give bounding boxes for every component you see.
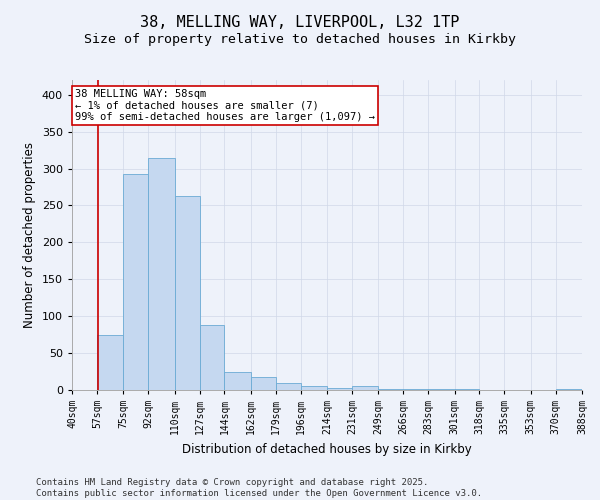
Bar xyxy=(175,196,199,390)
Bar xyxy=(251,376,276,390)
Bar xyxy=(301,386,327,390)
Text: 38, MELLING WAY, LIVERPOOL, L32 1TP: 38, MELLING WAY, LIVERPOOL, L32 1TP xyxy=(140,15,460,30)
X-axis label: Distribution of detached houses by size in Kirkby: Distribution of detached houses by size … xyxy=(182,442,472,456)
Bar xyxy=(327,388,352,390)
Text: Contains HM Land Registry data © Crown copyright and database right 2025.
Contai: Contains HM Land Registry data © Crown c… xyxy=(36,478,482,498)
Bar xyxy=(352,386,378,390)
Bar xyxy=(276,382,301,390)
Bar xyxy=(428,388,455,390)
Text: 38 MELLING WAY: 58sqm
← 1% of detached houses are smaller (7)
99% of semi-detach: 38 MELLING WAY: 58sqm ← 1% of detached h… xyxy=(75,89,375,122)
Bar xyxy=(123,174,148,390)
Bar xyxy=(148,158,175,390)
Bar xyxy=(97,334,123,390)
Bar xyxy=(199,325,224,390)
Text: Size of property relative to detached houses in Kirkby: Size of property relative to detached ho… xyxy=(84,32,516,46)
Y-axis label: Number of detached properties: Number of detached properties xyxy=(23,142,36,328)
Bar xyxy=(378,388,403,390)
Bar xyxy=(224,372,251,390)
